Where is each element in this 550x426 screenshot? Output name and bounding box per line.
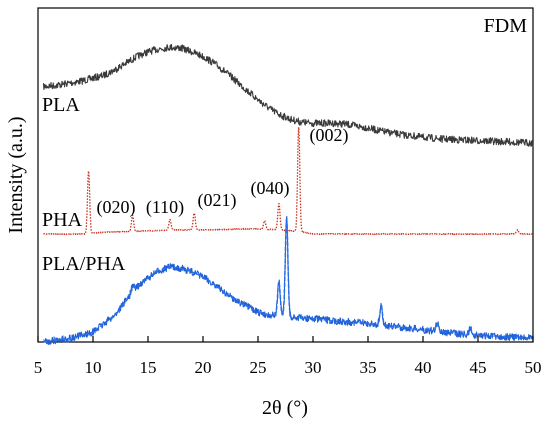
- x-tick-label: 5: [34, 358, 43, 377]
- x-tick-label: 40: [415, 358, 432, 377]
- x-tick-label: 30: [305, 358, 322, 377]
- traces: [42, 43, 534, 345]
- plot-frame: [37, 7, 534, 343]
- peak-label: (021): [198, 190, 237, 211]
- x-tick-label: 15: [140, 358, 157, 377]
- peak-label: (002): [310, 125, 349, 146]
- y-axis-label: Intensity (a.u.): [5, 116, 27, 233]
- series-line-pla: [42, 43, 534, 147]
- peak-label: (020): [97, 197, 136, 218]
- panel-label: FDM: [484, 15, 528, 37]
- series-line-pha: [43, 126, 534, 236]
- x-tick-label: 10: [85, 358, 102, 377]
- x-ticks: 5 10 15 20 25 30 35 40 45 50: [34, 336, 542, 377]
- peak-label: (110): [146, 197, 184, 218]
- series-line-plapha-smooth: [43, 219, 534, 343]
- x-axis-label: 2θ (°): [262, 397, 308, 419]
- series-label-pha: PHA: [42, 209, 83, 231]
- series-label-plapha: PLA/PHA: [42, 253, 126, 275]
- x-tick-label: 45: [470, 358, 487, 377]
- x-tick-label: 50: [525, 358, 542, 377]
- x-tick-label: 25: [250, 358, 267, 377]
- peak-labels: (020) (110) (021) (040) (002): [97, 125, 349, 218]
- x-tick-label: 20: [195, 358, 212, 377]
- x-tick-label: 35: [360, 358, 377, 377]
- peak-label: (040): [251, 178, 290, 199]
- series-label-pla: PLA: [42, 94, 80, 116]
